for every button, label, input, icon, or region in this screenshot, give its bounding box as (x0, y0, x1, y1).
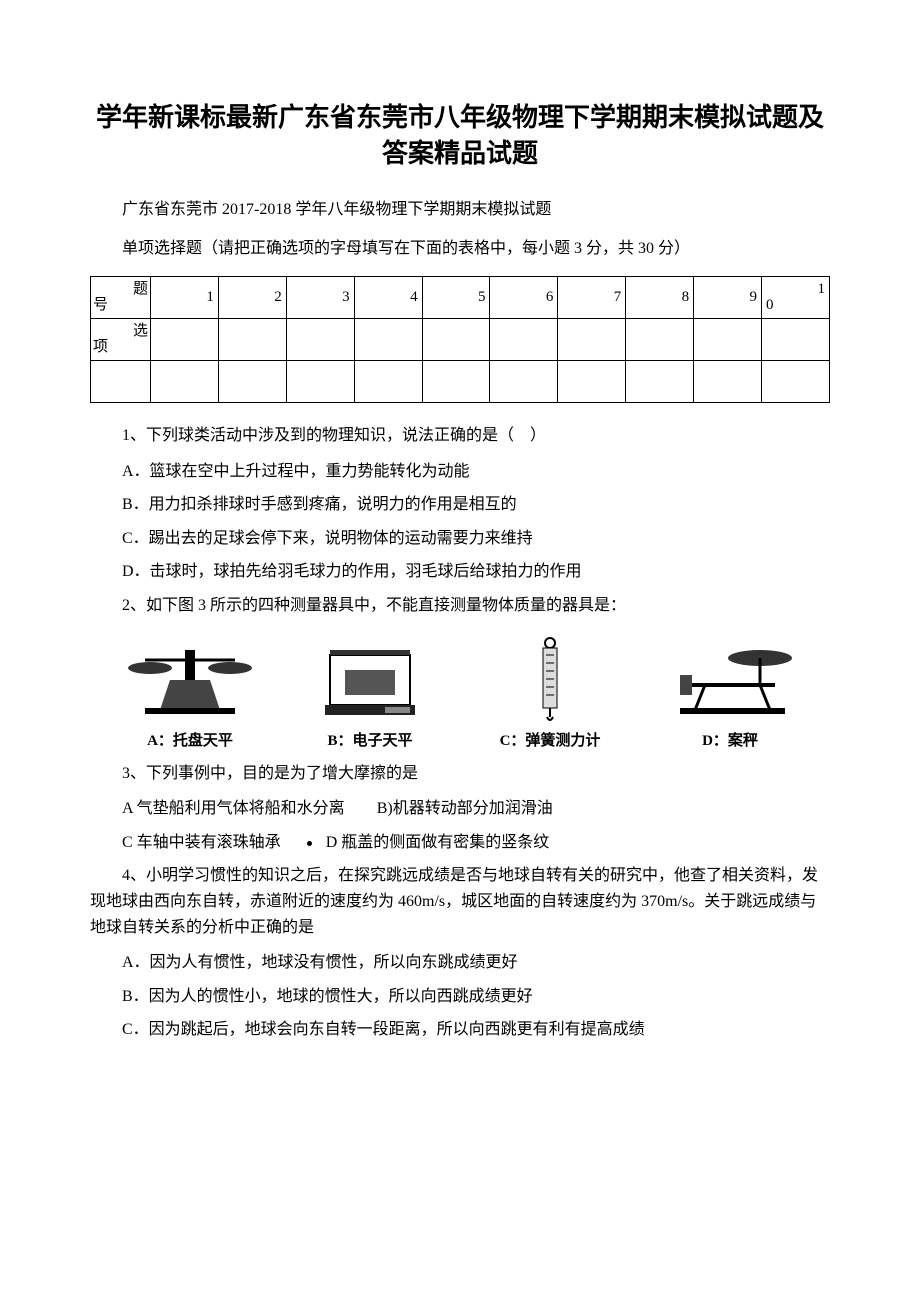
subtitle: 广东省东莞市 2017-2018 学年八年级物理下学期期末模拟试题 (90, 197, 830, 223)
grid-col-3: 3 (286, 276, 354, 318)
q2-figures: A：托盘天平 B：电子天平 (90, 635, 830, 753)
grid-ans-6 (490, 318, 558, 360)
figure-d: D：案秤 (640, 635, 820, 753)
q3-line1: A 气垫船利用气体将船和水分离 B)机器转动部分加润滑油 (90, 796, 830, 822)
grid-ans-1 (151, 318, 219, 360)
q4-option-a: A．因为人有惯性，地球没有惯性，所以向东跳成绩更好 (90, 950, 830, 976)
grid-col-1: 1 (151, 276, 219, 318)
grid-empty-row (91, 360, 830, 402)
instruction: 单项选择题（请把正确选项的字母填写在下面的表格中，每小题 3 分，共 30 分） (90, 236, 830, 262)
q1-stem: 1、下列球类活动中涉及到的物理知识，说法正确的是（ ） (90, 423, 830, 449)
grid-header-row: 题 号 1 2 3 4 5 6 7 8 9 1 0 (91, 276, 830, 318)
grid-ans-3 (286, 318, 354, 360)
platform-scale-icon (665, 635, 795, 725)
grid-answer-label: 选 项 (91, 318, 151, 360)
grid-col-6: 6 (490, 276, 558, 318)
q4-option-b: B．因为人的惯性小，地球的惯性大，所以向西跳成绩更好 (90, 984, 830, 1010)
figure-a: A：托盘天平 (100, 635, 280, 753)
grid-ans-10 (762, 318, 830, 360)
grid-col-4: 4 (354, 276, 422, 318)
electronic-scale-icon (315, 635, 425, 725)
answer-grid: 题 号 1 2 3 4 5 6 7 8 9 1 0 选 项 (90, 276, 830, 403)
q1-option-c: C．踢出去的足球会停下来，说明物体的运动需要力来维持 (90, 526, 830, 552)
grid-ans-5 (422, 318, 490, 360)
q1-option-a: A．篮球在空中上升过程中，重力势能转化为动能 (90, 459, 830, 485)
figure-b-label: B：电子天平 (327, 729, 412, 753)
spring-dynamometer-icon (525, 635, 575, 725)
q3-line2: C 车轴中装有滚珠轴承 D 瓶盖的侧面做有密集的竖条纹 (90, 830, 830, 856)
q3-stem: 3、下列事例中，目的是为了增大摩擦的是 (90, 761, 830, 787)
q1-option-b: B．用力扣杀排球时手感到疼痛，说明力的作用是相互的 (90, 492, 830, 518)
grid-col-9: 9 (694, 276, 762, 318)
figure-d-label: D：案秤 (702, 729, 758, 753)
grid-answer-row: 选 项 (91, 318, 830, 360)
q3-option-c: C 车轴中装有滚珠轴承 (122, 834, 281, 851)
q1-option-d: D．击球时，球拍先给羽毛球力的作用，羽毛球后给球拍力的作用 (90, 559, 830, 585)
grid-ans-8 (626, 318, 694, 360)
grid-col-10: 1 0 (762, 276, 830, 318)
grid-col-5: 5 (422, 276, 490, 318)
q2-stem: 2、如下图 3 所示的四种测量器具中，不能直接测量物体质量的器具是： (90, 593, 830, 619)
figure-c-label: C：弹簧测力计 (500, 729, 601, 753)
q4-option-c: C．因为跳起后，地球会向东自转一段距离，所以向西跳更有利有提高成绩 (90, 1017, 830, 1043)
dot-icon (307, 841, 312, 846)
balance-scale-icon (125, 635, 255, 725)
grid-header-label: 题 号 (91, 276, 151, 318)
q3-option-a: A 气垫船利用气体将船和水分离 (122, 800, 345, 817)
q3-option-b: B)机器转动部分加润滑油 (377, 800, 553, 817)
q4-stem: 4、小明学习惯性的知识之后，在探究跳远成绩是否与地球自转有关的研究中，他查了相关… (90, 863, 830, 940)
figure-a-label: A：托盘天平 (147, 729, 233, 753)
grid-ans-9 (694, 318, 762, 360)
grid-col-8: 8 (626, 276, 694, 318)
grid-col-2: 2 (218, 276, 286, 318)
figure-c: C：弹簧测力计 (460, 635, 640, 753)
page-title: 学年新课标最新广东省东莞市八年级物理下学期期末模拟试题及答案精品试题 (90, 100, 830, 173)
figure-b: B：电子天平 (280, 635, 460, 753)
grid-ans-2 (218, 318, 286, 360)
grid-ans-4 (354, 318, 422, 360)
grid-empty-label (91, 360, 151, 402)
grid-ans-7 (558, 318, 626, 360)
q3-option-d: D 瓶盖的侧面做有密集的竖条纹 (326, 834, 550, 851)
grid-col-7: 7 (558, 276, 626, 318)
